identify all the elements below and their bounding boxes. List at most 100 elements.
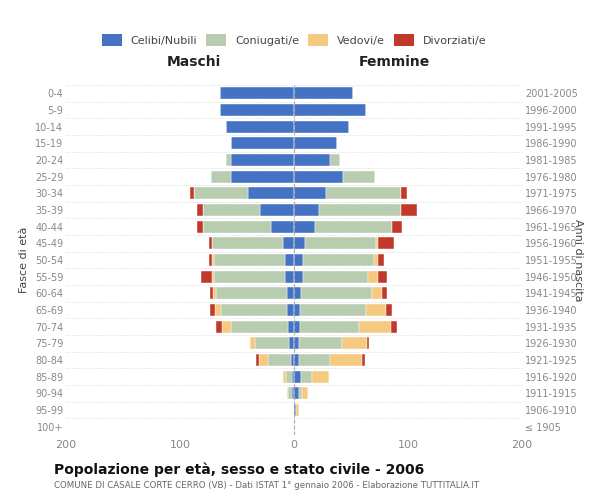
Bar: [212, 238, 283, 250]
Bar: [220, 88, 294, 100]
Bar: [209, 254, 212, 266]
Bar: [190, 188, 194, 200]
Bar: [232, 170, 294, 182]
Bar: [319, 204, 401, 216]
Bar: [285, 270, 294, 282]
Bar: [379, 238, 394, 250]
Bar: [294, 104, 366, 116]
Bar: [214, 254, 285, 266]
Bar: [213, 288, 217, 300]
Bar: [331, 354, 362, 366]
Bar: [342, 338, 367, 349]
Bar: [300, 320, 359, 332]
Bar: [294, 138, 337, 149]
Bar: [367, 338, 369, 349]
Bar: [359, 320, 391, 332]
Bar: [299, 354, 331, 366]
Bar: [194, 188, 248, 200]
Bar: [222, 320, 232, 332]
Bar: [200, 270, 212, 282]
Bar: [401, 204, 417, 216]
Bar: [343, 170, 375, 182]
Bar: [303, 254, 374, 266]
Bar: [248, 188, 294, 200]
Bar: [209, 238, 212, 250]
Bar: [294, 320, 300, 332]
Bar: [299, 338, 342, 349]
Bar: [294, 170, 343, 182]
Legend: Celibi/Nubili, Coniugati/e, Vedovi/e, Divorziati/e: Celibi/Nubili, Coniugati/e, Vedovi/e, Di…: [98, 31, 490, 49]
Bar: [214, 270, 285, 282]
Bar: [301, 288, 371, 300]
Bar: [294, 204, 319, 216]
Bar: [256, 354, 259, 366]
Bar: [294, 254, 303, 266]
Bar: [294, 220, 314, 232]
Bar: [326, 188, 401, 200]
Bar: [232, 138, 294, 149]
Bar: [299, 388, 302, 400]
Bar: [287, 304, 294, 316]
Bar: [203, 220, 271, 232]
Bar: [271, 220, 294, 232]
Bar: [294, 288, 301, 300]
Bar: [294, 338, 299, 349]
Bar: [301, 370, 312, 382]
Bar: [285, 254, 294, 266]
Bar: [217, 320, 222, 332]
Bar: [379, 254, 384, 266]
Y-axis label: Anni di nascita: Anni di nascita: [573, 219, 583, 301]
Bar: [289, 388, 292, 400]
Bar: [300, 304, 366, 316]
Bar: [286, 370, 292, 382]
Bar: [289, 338, 294, 349]
Bar: [392, 220, 403, 232]
Text: COMUNE DI CASALE CORTE CERRO (VB) - Dati ISTAT 1° gennaio 2006 - Elaborazione TU: COMUNE DI CASALE CORTE CERRO (VB) - Dati…: [54, 481, 479, 490]
Bar: [203, 204, 260, 216]
Bar: [294, 404, 296, 416]
Y-axis label: Fasce di età: Fasce di età: [19, 227, 29, 293]
Bar: [289, 320, 294, 332]
Bar: [386, 304, 392, 316]
Bar: [197, 220, 203, 232]
Bar: [294, 270, 303, 282]
Bar: [287, 288, 294, 300]
Bar: [209, 288, 213, 300]
Bar: [305, 238, 376, 250]
Bar: [259, 354, 268, 366]
Bar: [260, 204, 294, 216]
Bar: [232, 320, 289, 332]
Text: Femmine: Femmine: [359, 55, 430, 69]
Bar: [294, 120, 349, 132]
Bar: [221, 304, 287, 316]
Bar: [290, 354, 294, 366]
Bar: [374, 254, 379, 266]
Bar: [391, 320, 397, 332]
Bar: [296, 404, 299, 416]
Bar: [268, 354, 290, 366]
Bar: [287, 388, 289, 400]
Bar: [314, 220, 392, 232]
Bar: [294, 188, 326, 200]
Text: Popolazione per età, sesso e stato civile - 2006: Popolazione per età, sesso e stato civil…: [54, 462, 424, 477]
Bar: [294, 238, 305, 250]
Bar: [401, 188, 407, 200]
Bar: [211, 170, 232, 182]
Bar: [294, 388, 299, 400]
Bar: [368, 270, 379, 282]
Bar: [283, 370, 286, 382]
Bar: [292, 388, 294, 400]
Bar: [220, 104, 294, 116]
Bar: [292, 370, 294, 382]
Bar: [232, 154, 294, 166]
Bar: [215, 304, 221, 316]
Bar: [226, 154, 232, 166]
Bar: [255, 338, 289, 349]
Bar: [312, 370, 329, 382]
Bar: [362, 354, 365, 366]
Bar: [209, 304, 215, 316]
Bar: [294, 154, 331, 166]
Bar: [294, 370, 301, 382]
Bar: [302, 388, 308, 400]
Bar: [371, 288, 382, 300]
